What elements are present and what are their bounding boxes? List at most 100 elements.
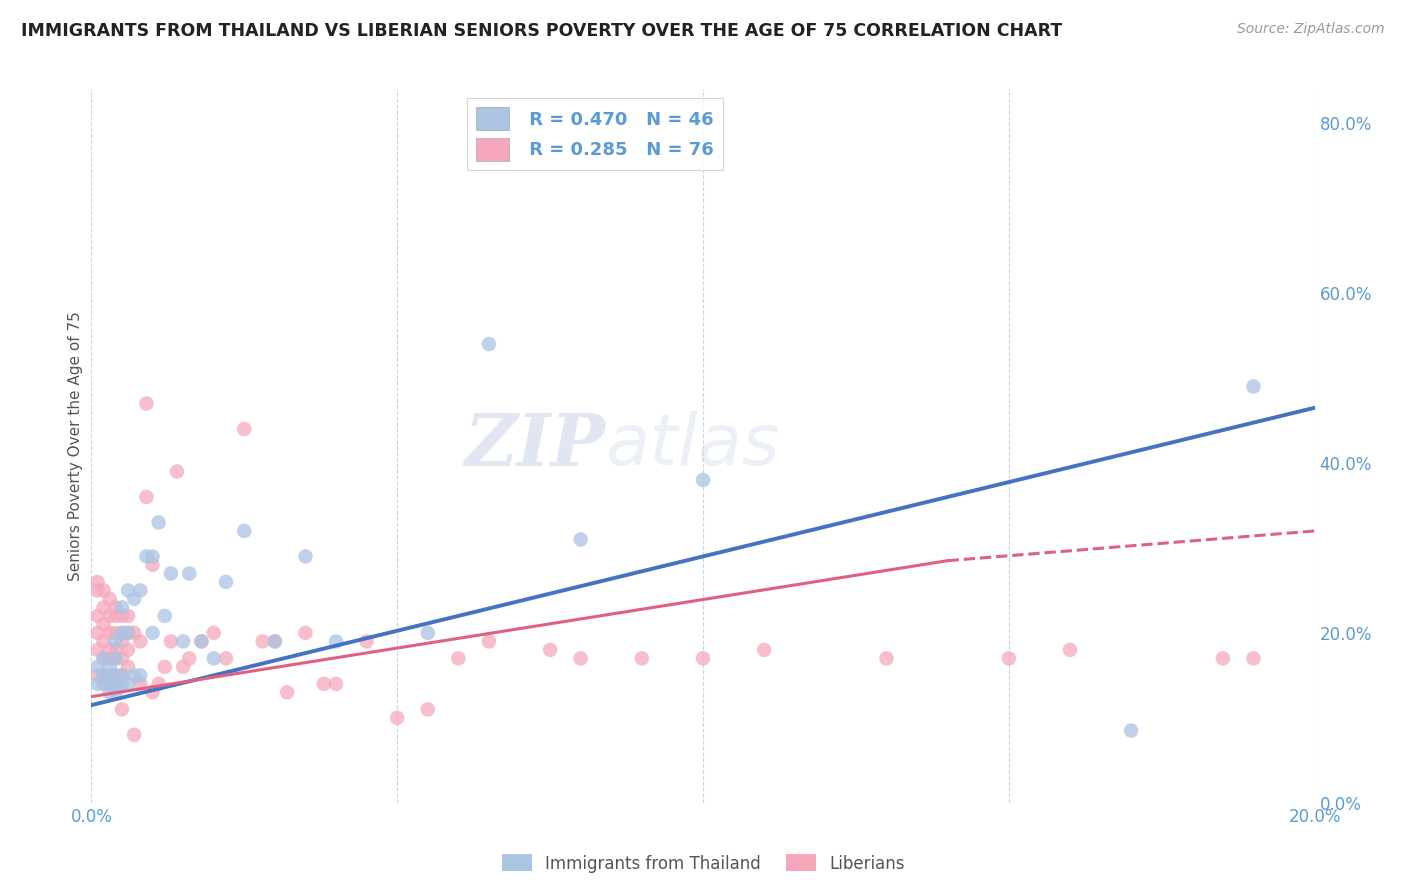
Point	[111, 608, 134, 623]
Point	[93, 668, 115, 682]
Point	[98, 677, 121, 691]
Y-axis label: Seniors Poverty Over the Age of 75: Seniors Poverty Over the Age of 75	[67, 311, 83, 581]
Point	[129, 634, 152, 648]
Point	[252, 634, 274, 648]
Point	[148, 516, 170, 530]
Point	[98, 677, 121, 691]
Point	[1212, 651, 1234, 665]
Point	[111, 634, 134, 648]
Point	[122, 728, 145, 742]
Point	[190, 634, 212, 648]
Point	[86, 643, 108, 657]
Point	[294, 626, 316, 640]
Point	[98, 643, 121, 657]
Point	[875, 651, 898, 665]
Point	[111, 651, 134, 665]
Point	[86, 608, 108, 623]
Point	[117, 608, 139, 623]
Point	[692, 651, 714, 665]
Point	[754, 643, 776, 657]
Point	[93, 651, 115, 665]
Point	[692, 473, 714, 487]
Point	[104, 626, 127, 640]
Point	[135, 549, 157, 564]
Point	[104, 677, 127, 691]
Point	[93, 677, 115, 691]
Point	[117, 643, 139, 657]
Point	[111, 668, 134, 682]
Legend:  R = 0.470   N = 46,  R = 0.285   N = 76: R = 0.470 N = 46, R = 0.285 N = 76	[467, 98, 723, 169]
Point	[312, 677, 335, 691]
Point	[93, 600, 115, 615]
Point	[141, 685, 163, 699]
Point	[86, 626, 108, 640]
Point	[104, 685, 127, 699]
Point	[93, 677, 115, 691]
Point	[233, 422, 256, 436]
Text: Source: ZipAtlas.com: Source: ZipAtlas.com	[1237, 22, 1385, 37]
Point	[111, 626, 134, 640]
Point	[129, 668, 152, 682]
Point	[264, 634, 287, 648]
Point	[111, 677, 134, 691]
Point	[325, 677, 347, 691]
Point	[569, 651, 592, 665]
Point	[117, 660, 139, 674]
Point	[98, 626, 121, 640]
Point	[276, 685, 298, 699]
Point	[202, 626, 225, 640]
Point	[117, 626, 139, 640]
Point	[141, 549, 163, 564]
Point	[111, 702, 134, 716]
Point	[111, 600, 134, 615]
Point	[122, 591, 145, 606]
Point	[416, 626, 439, 640]
Point	[98, 660, 121, 674]
Point	[98, 591, 121, 606]
Point	[631, 651, 654, 665]
Point	[179, 651, 201, 665]
Point	[141, 558, 163, 572]
Point	[86, 668, 108, 682]
Point	[129, 677, 152, 691]
Text: IMMIGRANTS FROM THAILAND VS LIBERIAN SENIORS POVERTY OVER THE AGE OF 75 CORRELAT: IMMIGRANTS FROM THAILAND VS LIBERIAN SEN…	[21, 22, 1063, 40]
Point	[172, 660, 194, 674]
Point	[141, 626, 163, 640]
Point	[98, 651, 121, 665]
Point	[153, 660, 176, 674]
Point	[104, 643, 127, 657]
Point	[356, 634, 378, 648]
Point	[104, 668, 127, 682]
Text: atlas: atlas	[605, 411, 780, 481]
Point	[478, 634, 501, 648]
Point	[478, 337, 501, 351]
Point	[325, 634, 347, 648]
Point	[86, 583, 108, 598]
Point	[98, 668, 121, 682]
Point	[385, 711, 409, 725]
Point	[93, 634, 115, 648]
Point	[98, 608, 121, 623]
Point	[202, 651, 225, 665]
Point	[294, 549, 316, 564]
Point	[264, 634, 287, 648]
Point	[104, 608, 127, 623]
Point	[93, 583, 115, 598]
Point	[122, 626, 145, 640]
Point	[86, 660, 108, 674]
Point	[117, 626, 139, 640]
Point	[1059, 643, 1081, 657]
Point	[233, 524, 256, 538]
Point	[1243, 651, 1265, 665]
Point	[86, 677, 108, 691]
Point	[104, 600, 127, 615]
Point	[215, 651, 238, 665]
Point	[179, 566, 201, 581]
Point	[93, 651, 115, 665]
Point	[104, 634, 127, 648]
Point	[215, 574, 238, 589]
Point	[998, 651, 1021, 665]
Point	[135, 396, 157, 410]
Point	[117, 677, 139, 691]
Point	[153, 608, 176, 623]
